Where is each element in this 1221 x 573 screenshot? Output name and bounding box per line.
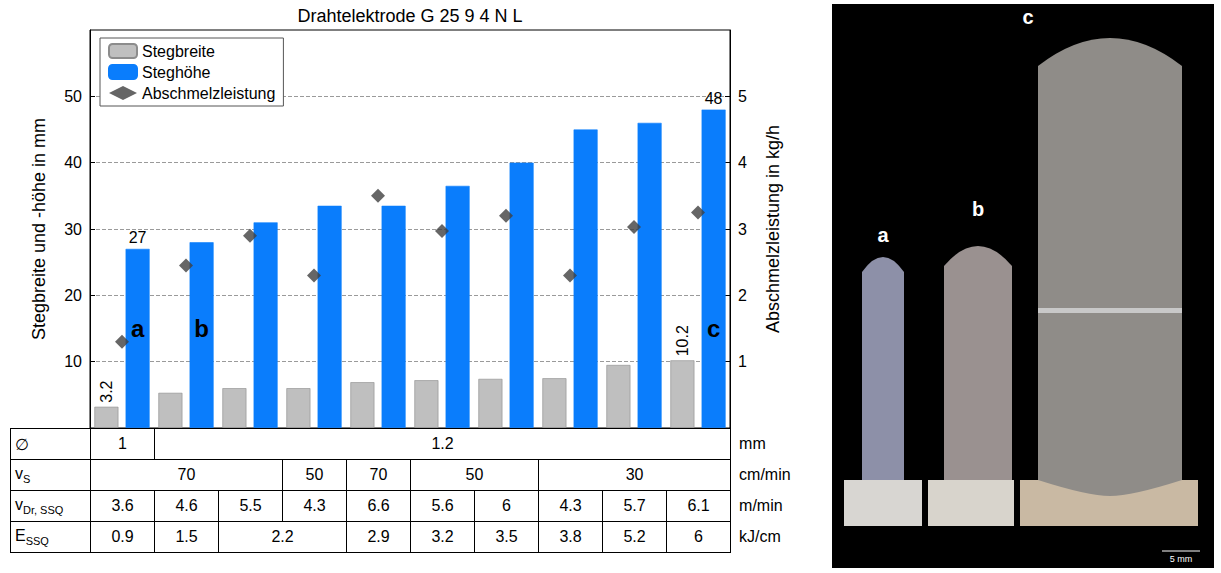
html-text:5.6: 5.6	[431, 497, 454, 514]
html-text:4.3: 4.3	[303, 497, 326, 514]
svg-text:4: 4	[738, 154, 747, 171]
html-text:ESSQ: ESSQ	[15, 526, 49, 548]
svg-text:5: 5	[738, 88, 747, 105]
html-text:vDr, SSQ: vDr, SSQ	[15, 495, 64, 517]
html-text:5.7: 5.7	[623, 497, 646, 514]
svg-text:Drahtelektrode G 25 9 4 N L: Drahtelektrode G 25 9 4 N L	[297, 6, 522, 26]
svg-text:a: a	[877, 224, 889, 246]
svg-text:Stegbreite: Stegbreite	[142, 43, 215, 60]
html-text:6.1: 6.1	[687, 497, 710, 514]
svg-text:1: 1	[738, 353, 747, 370]
html-text:0.9: 0.9	[111, 528, 134, 545]
html-text:vS: vS	[15, 464, 31, 486]
html-text:4.6: 4.6	[175, 497, 198, 514]
html-text:2.2: 2.2	[271, 528, 294, 545]
svg-text:b: b	[972, 198, 984, 220]
html-text:70: 70	[177, 466, 196, 483]
html-text:30: 30	[625, 466, 644, 483]
html-text:1.2: 1.2	[431, 435, 454, 452]
svg-text:48: 48	[705, 90, 723, 107]
html-text:3.5: 3.5	[495, 528, 518, 545]
html-text:6: 6	[694, 528, 703, 545]
svg-text:a: a	[131, 315, 145, 342]
svg-text:c: c	[1022, 6, 1033, 28]
svg-text:30: 30	[64, 221, 82, 238]
html-text:1.5: 1.5	[175, 528, 198, 545]
svg-text:10.2: 10.2	[674, 325, 691, 356]
svg-text:c: c	[707, 315, 720, 342]
svg-text:b: b	[194, 315, 209, 342]
html-text:cm/min: cm/min	[739, 466, 791, 483]
svg-text:27: 27	[129, 229, 147, 246]
svg-text:3: 3	[738, 221, 747, 238]
svg-text:50: 50	[64, 88, 82, 105]
html-text:kJ/cm: kJ/cm	[739, 528, 781, 545]
html-text:6: 6	[502, 497, 511, 514]
html-text:3.2: 3.2	[431, 528, 454, 545]
svg-text:5 mm: 5 mm	[1170, 554, 1193, 564]
html-text:mm: mm	[739, 435, 766, 452]
svg-text:10: 10	[64, 353, 82, 370]
html-text:50: 50	[305, 466, 324, 483]
html-text:5.5: 5.5	[239, 497, 262, 514]
html-text:m/min: m/min	[739, 497, 783, 514]
svg-text:2: 2	[738, 287, 747, 304]
svg-text:3.2: 3.2	[98, 380, 115, 402]
html-text:2.9: 2.9	[367, 528, 390, 545]
html-text:5.2: 5.2	[623, 528, 646, 545]
html-text:50: 50	[465, 466, 484, 483]
svg-text:20: 20	[64, 287, 82, 304]
html-text:70: 70	[369, 466, 388, 483]
svg-text:Abschmelzleistung: Abschmelzleistung	[142, 85, 275, 102]
html-text:3.8: 3.8	[559, 528, 582, 545]
html-text:1: 1	[118, 435, 127, 452]
html-text:4.3: 4.3	[559, 497, 582, 514]
svg-text:Steghöhe: Steghöhe	[142, 64, 211, 81]
svg-text:Abschmelzleistung in kg/h: Abschmelzleistung in kg/h	[763, 125, 783, 333]
svg-text:40: 40	[64, 154, 82, 171]
html-text:6.6: 6.6	[367, 497, 390, 514]
svg-text:Stegbreite und -höhe in mm: Stegbreite und -höhe in mm	[29, 118, 49, 340]
html-text:3.6: 3.6	[111, 497, 134, 514]
